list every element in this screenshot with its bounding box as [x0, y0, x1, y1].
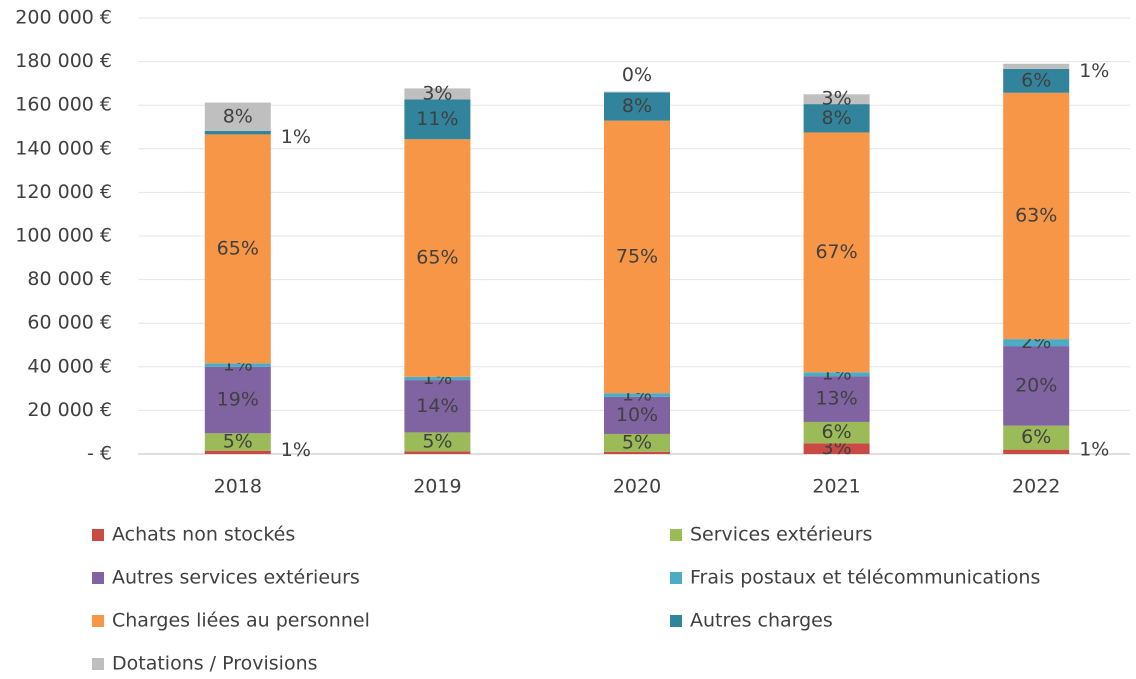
y-tick-label: 120 000 € [15, 181, 112, 203]
data-label: 75% [616, 245, 658, 267]
y-tick-label: - € [87, 443, 112, 465]
data-label: 65% [416, 247, 458, 269]
y-tick-label: 40 000 € [27, 355, 112, 377]
bar-segment [1003, 339, 1070, 347]
bar-segment [1003, 63, 1070, 69]
data-label: 3% [422, 82, 452, 104]
bar-segment [404, 88, 471, 100]
bar-segment [803, 372, 870, 377]
bar-segment [803, 104, 870, 133]
bar-segment [404, 380, 471, 433]
data-label: 8% [223, 105, 253, 127]
y-tick-label: 100 000 € [15, 225, 112, 247]
data-label: 20% [1015, 374, 1057, 396]
bar-segment [803, 132, 870, 373]
legend-label: Charges liées au personnel [112, 610, 370, 632]
bar-segment [404, 451, 471, 454]
bar-segment [604, 120, 670, 394]
data-label: 0% [622, 64, 652, 86]
bar-segment [204, 366, 271, 434]
bar-segment [1003, 449, 1070, 454]
data-label: 19% [217, 389, 259, 411]
y-tick-label: 200 000 € [15, 7, 112, 29]
data-label: 5% [422, 430, 452, 452]
data-label: 1% [1079, 60, 1109, 82]
legend-label: Achats non stockés [112, 524, 295, 546]
y-tick-label: 80 000 € [27, 268, 112, 290]
data-label: 1% [1079, 438, 1109, 460]
bar-segment [204, 363, 271, 367]
bar-segment [803, 421, 870, 444]
data-label: 10% [616, 404, 658, 426]
y-tick-label: 60 000 € [27, 312, 112, 334]
x-tick-label: 2018 [214, 476, 262, 498]
legend-swatch [92, 529, 104, 541]
bar-segment [204, 130, 271, 135]
bar-segment [204, 450, 271, 454]
bar-segment [803, 94, 870, 105]
bar-segment [204, 134, 271, 364]
legend-swatch [92, 658, 104, 670]
legend-label: Services extérieurs [690, 524, 872, 546]
data-label: 65% [217, 237, 259, 259]
bar-segment [204, 102, 271, 131]
data-label: 14% [416, 395, 458, 417]
legend-swatch [670, 615, 682, 627]
x-tick-label: 2021 [812, 476, 860, 498]
legend-label: Dotations / Provisions [112, 653, 318, 675]
data-label: 1% [281, 439, 311, 461]
legend-label: Autres services extérieurs [112, 567, 360, 589]
bar-segment [604, 433, 670, 452]
y-tick-label: 180 000 € [15, 50, 112, 72]
bar-segment [1003, 425, 1070, 450]
bar-segment [803, 443, 870, 454]
bar-segment [604, 393, 670, 397]
bar-segment [604, 92, 670, 121]
legend-label: Autres charges [690, 610, 833, 632]
bar-segment [803, 376, 870, 422]
legend-swatch [670, 529, 682, 541]
bar-segment [1003, 346, 1070, 426]
data-label: 13% [815, 388, 857, 410]
bar-segment [404, 376, 471, 381]
data-label: 1% [281, 126, 311, 148]
bar-segment [604, 396, 670, 434]
legend-label: Frais postaux et télécommunications [690, 567, 1040, 589]
bar-segment [404, 99, 471, 140]
y-tick-label: 160 000 € [15, 94, 112, 116]
bar-segment [1003, 68, 1070, 93]
bar-segment [604, 91, 670, 93]
data-label: 6% [1021, 426, 1051, 448]
legend-swatch [92, 615, 104, 627]
data-label: 11% [416, 108, 458, 130]
data-label: 6% [1021, 69, 1051, 91]
legend-swatch [670, 572, 682, 584]
data-label: 67% [815, 241, 857, 263]
data-label: 3% [822, 88, 852, 110]
x-tick-label: 2019 [413, 476, 461, 498]
bar-segment [404, 432, 471, 452]
data-label: 6% [822, 421, 852, 443]
x-tick-label: 2022 [1012, 476, 1060, 498]
bar-segment [1003, 92, 1070, 340]
y-tick-label: 20 000 € [27, 399, 112, 421]
data-label: 8% [822, 107, 852, 129]
data-label: 5% [223, 431, 253, 453]
x-tick-label: 2020 [613, 476, 661, 498]
data-label: 63% [1015, 204, 1057, 226]
legend-swatch [92, 572, 104, 584]
data-label: 8% [622, 95, 652, 117]
y-tick-label: 140 000 € [15, 137, 112, 159]
data-label: 5% [622, 431, 652, 453]
bar-segment [204, 433, 271, 451]
bar-segment [604, 451, 670, 454]
bar-segment [404, 139, 471, 377]
